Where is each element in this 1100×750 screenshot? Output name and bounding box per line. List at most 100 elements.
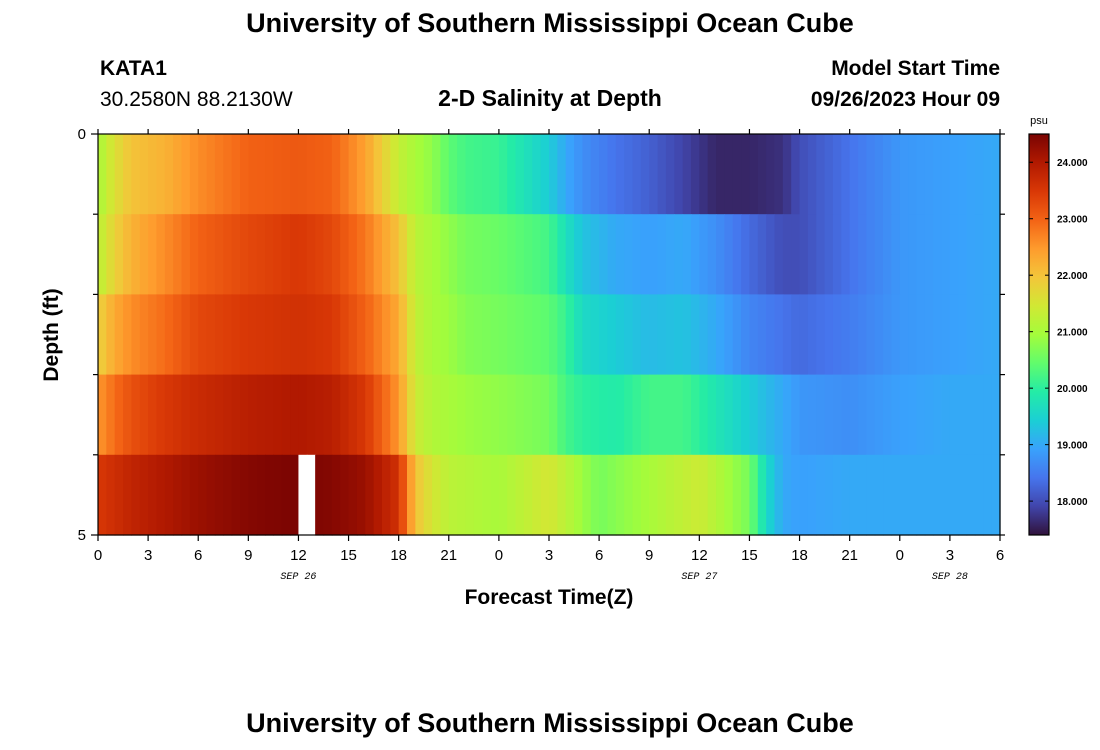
heat-cell: [515, 294, 525, 376]
heat-cell: [123, 374, 133, 456]
heat-cell: [590, 454, 600, 536]
heat-cell: [214, 134, 224, 215]
heat-cell: [214, 374, 224, 456]
heat-cell: [549, 214, 558, 295]
heat-cell: [498, 134, 508, 215]
heat-cell: [231, 294, 241, 376]
heat-cell: [206, 374, 216, 456]
heat-cell: [131, 134, 141, 215]
heat-cell: [615, 214, 625, 295]
heat-cell: [331, 134, 341, 215]
heat-cell: [682, 374, 692, 456]
heat-cell: [181, 214, 191, 295]
x-date-label: SEP 27: [681, 572, 717, 583]
heat-cell: [523, 214, 533, 295]
heat-cell: [791, 134, 801, 215]
heat-cell: [523, 134, 533, 215]
heat-cell: [373, 134, 383, 215]
heat-cell: [239, 134, 249, 215]
heat-cell: [632, 454, 642, 536]
heat-cell: [248, 214, 258, 295]
heat-cell: [498, 294, 508, 376]
heat-cell: [515, 374, 525, 456]
heat-cell: [156, 374, 166, 456]
heat-cell: [674, 294, 684, 376]
heat-cell: [941, 294, 951, 376]
heat-cell: [640, 454, 650, 536]
heat-cell: [98, 134, 107, 215]
heat-cell: [181, 134, 191, 215]
heat-cell: [373, 294, 383, 376]
heat-cell: [690, 374, 700, 456]
model-start-label: Model Start Time: [831, 57, 1000, 80]
heat-cell: [974, 454, 984, 536]
heat-cell: [774, 294, 784, 376]
x-tick-label: 6: [194, 547, 202, 564]
heat-cell: [607, 374, 617, 456]
heat-cell: [624, 374, 634, 456]
heat-cell: [799, 214, 809, 295]
heat-cell: [407, 134, 416, 215]
heat-cell: [214, 454, 224, 536]
heat-cell: [390, 454, 400, 536]
heat-cell: [716, 374, 725, 456]
heat-cell: [298, 214, 308, 295]
heat-cell: [674, 214, 684, 295]
heat-cell: [415, 294, 425, 376]
heat-cell: [874, 294, 884, 376]
heat-cell: [281, 294, 291, 376]
heat-cell: [214, 214, 224, 295]
heat-cell: [749, 454, 759, 536]
heat-cell: [365, 214, 375, 295]
x-date-label: SEP 28: [932, 572, 968, 583]
heat-cell: [841, 374, 851, 456]
heat-cell: [565, 294, 575, 376]
heatmap-cells: [98, 134, 1001, 536]
heat-cell: [231, 454, 241, 536]
heat-cell: [256, 374, 266, 456]
heat-cell: [632, 294, 642, 376]
heat-cell: [398, 294, 408, 376]
x-tick-label: 15: [340, 547, 357, 564]
heat-cell: [824, 294, 834, 376]
heat-cell: [139, 454, 149, 536]
heat-cell: [490, 454, 500, 536]
heat-cell: [248, 374, 258, 456]
heat-cell: [640, 294, 650, 376]
heat-cell: [874, 454, 884, 536]
heat-cell: [432, 454, 442, 536]
heat-cell: [340, 294, 350, 376]
heat-cell: [699, 134, 709, 215]
heat-cell: [156, 214, 166, 295]
heat-cell: [407, 294, 416, 376]
heat-cell: [974, 374, 984, 456]
heat-cell: [624, 214, 634, 295]
x-tick-label: 6: [996, 547, 1004, 564]
heat-cell: [164, 454, 174, 536]
heat-cell: [139, 134, 149, 215]
heat-cell: [498, 374, 508, 456]
heat-cell: [490, 134, 500, 215]
heat-cell: [482, 214, 492, 295]
heat-cell: [974, 214, 984, 295]
heat-cell: [156, 294, 166, 376]
heat-cell: [883, 374, 893, 456]
heat-cell: [958, 374, 968, 456]
heat-cell: [649, 134, 659, 215]
heat-cell: [381, 374, 391, 456]
x-tick-label: 3: [144, 547, 152, 564]
heat-cell: [766, 374, 776, 456]
heat-cell: [849, 134, 859, 215]
x-tick-label: 0: [896, 547, 904, 564]
heat-cell: [473, 294, 483, 376]
heat-cell: [707, 134, 717, 215]
heat-cell: [306, 374, 316, 456]
heat-cell: [682, 294, 692, 376]
heat-cell: [732, 134, 742, 215]
heat-cell: [891, 454, 901, 536]
heat-cell: [448, 454, 458, 536]
heat-cell: [248, 294, 258, 376]
heat-cell: [949, 214, 959, 295]
heat-cell: [432, 294, 442, 376]
heat-cell: [356, 134, 366, 215]
